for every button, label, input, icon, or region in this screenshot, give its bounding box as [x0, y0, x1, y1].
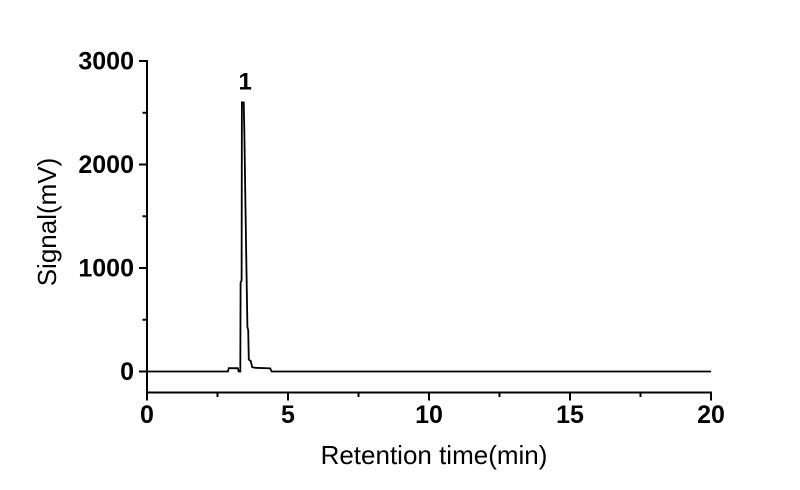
y-tick-label: 2000: [78, 151, 134, 179]
y-axis-title: Signal(mV): [32, 158, 62, 287]
y-tick-label: 3000: [78, 48, 134, 76]
y-tick-label: 0: [120, 358, 134, 386]
x-tick-labels: 0 5 10 15 20: [140, 401, 725, 429]
x-axis: [146, 391, 712, 401]
signal-line: [147, 101, 711, 373]
x-tick-label: 15: [556, 401, 584, 429]
x-tick-label: 5: [281, 401, 295, 429]
y-tick-label: 1000: [78, 255, 134, 283]
x-tick-label: 0: [140, 401, 154, 429]
x-axis-title: Retention time(min): [321, 440, 548, 470]
peak-annotation-label: 1: [239, 68, 252, 95]
x-tick-label: 20: [697, 401, 725, 429]
y-axis: [139, 60, 148, 394]
x-tick-label: 10: [415, 401, 443, 429]
signal-trace: [147, 101, 711, 373]
y-tick-labels: 0 1000 2000 3000: [78, 48, 134, 387]
